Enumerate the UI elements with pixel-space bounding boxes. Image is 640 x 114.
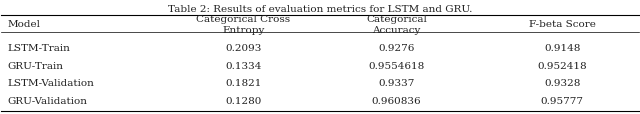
Text: F-beta Score: F-beta Score: [529, 20, 596, 29]
Text: Categorical Cross
Entropy: Categorical Cross Entropy: [196, 15, 291, 34]
Text: GRU-Train: GRU-Train: [8, 61, 64, 70]
Text: 0.1821: 0.1821: [225, 78, 262, 87]
Text: 0.1334: 0.1334: [225, 61, 262, 70]
Text: 0.960836: 0.960836: [372, 96, 421, 105]
Text: GRU-Validation: GRU-Validation: [8, 96, 88, 105]
Text: LSTM-Validation: LSTM-Validation: [8, 78, 95, 87]
Text: 0.1280: 0.1280: [225, 96, 262, 105]
Text: Table 2: Results of evaluation metrics for LSTM and GRU.: Table 2: Results of evaluation metrics f…: [168, 5, 472, 14]
Text: 0.9148: 0.9148: [544, 44, 580, 53]
Text: 0.9276: 0.9276: [378, 44, 415, 53]
Text: 0.2093: 0.2093: [225, 44, 262, 53]
Text: LSTM-Train: LSTM-Train: [8, 44, 70, 53]
Text: 0.95777: 0.95777: [541, 96, 584, 105]
Text: Categorical
Accuracy: Categorical Accuracy: [366, 15, 427, 34]
Text: 0.9328: 0.9328: [544, 78, 580, 87]
Text: 0.952418: 0.952418: [538, 61, 587, 70]
Text: 0.9337: 0.9337: [378, 78, 415, 87]
Text: Model: Model: [8, 20, 41, 29]
Text: 0.9554618: 0.9554618: [369, 61, 424, 70]
